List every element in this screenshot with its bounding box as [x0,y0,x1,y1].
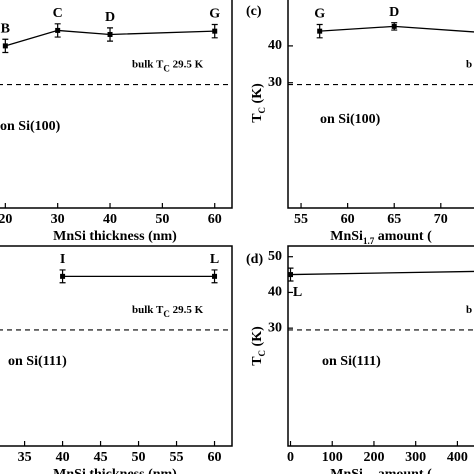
x-tick-label: 200 [363,450,384,465]
x-tick-label: 55 [170,450,184,465]
point-label: B [1,21,10,36]
plot-frame [0,245,233,447]
x-tick-label: 55 [294,212,308,227]
point-label: L [210,252,219,267]
data-point [107,31,113,37]
x-tick-label: 60 [208,212,222,227]
y-tick-label: 40 [268,285,282,300]
x-tick-label: 0 [287,450,294,465]
reference-label-part: 29.5 K [170,303,204,315]
x-axis-label-part: MnSi [330,467,363,474]
x-axis-label-part: MnSi thickness (nm) [53,229,177,244]
x-tick-label: 65 [387,212,401,227]
data-point [212,273,218,279]
x-tick-label: 45 [94,450,108,465]
x-axis-label: MnSi1.7 amount ( [330,229,432,246]
x-tick-label: 300 [405,450,426,465]
data-line [5,29,215,47]
x-tick-label: 50 [132,450,146,465]
y-tick-label: 40 [268,38,282,53]
y-axis-label-part: (K) [250,326,265,350]
reference-label-part: bulk T [132,303,164,315]
data-point [212,28,218,34]
y-axis-label: TC (K) [250,326,267,366]
reference-label-part: 29.5 K [170,58,204,70]
y-axis-label-part: T [250,113,265,123]
x-axis-label-part: MnSi thickness (nm) [53,467,177,474]
y-tick-label: 30 [268,320,282,335]
data-point [55,27,61,33]
x-axis-label-part: amount ( [374,467,432,474]
x-axis-label-part: amount ( [374,229,432,244]
reference-label: bulk TC 29.5 K [132,303,204,319]
point-label: D [389,5,399,20]
annotation: on Si(100) [0,119,61,134]
panel-label: (d) [246,252,263,267]
point-label: G [314,7,325,22]
x-axis-label: MnSi thickness (nm) [53,229,177,244]
x-tick-label: 60 [341,212,355,227]
y-axis-label-part: (K) [250,83,265,107]
data-point [391,23,397,29]
x-tick-label: 60 [208,450,222,465]
x-tick-label: 400 [447,450,468,465]
x-axis-label-part: 1.7 [363,236,375,246]
x-tick-label: 35 [18,450,32,465]
point-label: C [53,6,63,21]
reference-label: b [466,58,472,70]
annotation: on Si(111) [8,354,67,369]
x-tick-label: 20 [0,212,12,227]
plot-frame [0,0,233,209]
x-axis-label: MnSi1.7 amount ( [330,467,432,474]
reference-label-part: C [163,64,170,74]
y-axis-label-part: T [250,356,265,366]
y-tick-label: 30 [268,75,282,90]
panel-label: (c) [246,4,262,19]
annotation: on Si(111) [322,354,381,369]
y-tick-label: 50 [268,249,282,264]
annotation: on Si(100) [320,112,381,127]
reference-label: b [466,303,472,315]
plot-frame [287,245,474,447]
plot-frame [287,0,474,209]
x-tick-label: 40 [103,212,117,227]
y-axis-label: TC (K) [250,83,267,123]
x-tick-label: 100 [322,450,343,465]
point-label: D [105,10,115,25]
data-point [317,28,323,34]
data-point [60,273,66,279]
x-tick-label: 30 [51,212,65,227]
y-axis-label-part: C [257,350,267,357]
reference-label-part: C [163,309,170,319]
reference-label-part: b [466,58,472,70]
x-axis-label: MnSi thickness (nm) [53,467,177,474]
data-point [288,272,294,278]
data-point [2,43,8,49]
x-tick-label: 50 [155,212,169,227]
reference-label-part: bulk T [132,58,164,70]
y-axis-label-part: C [257,107,267,114]
x-tick-label: 70 [434,212,448,227]
point-label: I [60,252,65,267]
x-tick-label: 40 [56,450,70,465]
reference-label: bulk TC 29.5 K [132,58,204,74]
data-line [290,270,474,276]
reference-label-part: b [466,303,472,315]
x-axis-label-part: MnSi [330,229,363,244]
point-label: G [209,7,220,22]
point-label: L [293,285,302,300]
